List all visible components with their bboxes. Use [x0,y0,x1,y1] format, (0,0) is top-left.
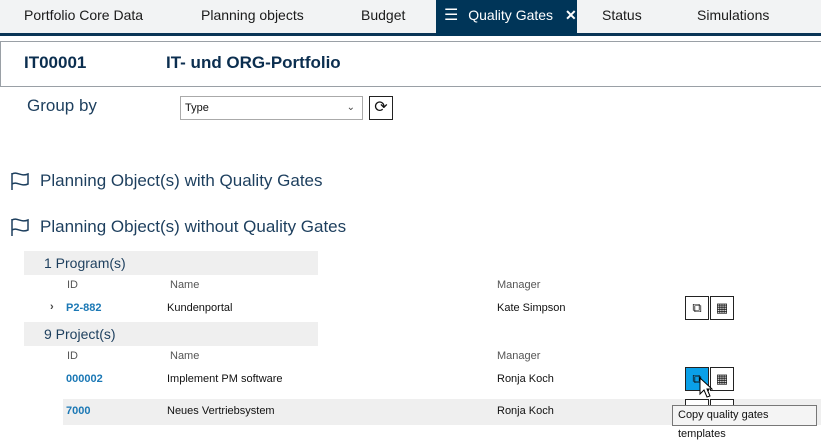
program-id-link[interactable]: P2-882 [66,302,102,314]
tab-simulations[interactable]: Simulations [697,7,770,23]
project-name: Neues Vertriebsystem [167,405,275,417]
col-name: Name [170,350,200,362]
project-id-link[interactable]: 000002 [66,373,103,385]
calendar-icon: ▦ [715,371,729,386]
portfolio-header: IT00001 IT- und ORG-Portfolio [0,41,821,87]
portfolio-title: IT- und ORG-Portfolio [166,53,341,72]
group-by-label: Group by [27,96,97,115]
project-manager: Ronja Koch [497,373,554,385]
tab-portfolio-core-data[interactable]: Portfolio Core Data [24,7,144,23]
col-name: Name [170,279,200,291]
tab-status[interactable]: Status [602,7,642,23]
flag-icon [11,218,29,236]
col-manager: Manager [497,350,541,362]
menu-icon[interactable]: ☰ [444,7,459,24]
tab-label: Quality Gates [468,7,554,23]
flag-icon [11,172,29,190]
close-icon[interactable]: ✕ [564,7,577,23]
section-title: Planning Object(s) with Quality Gates [40,171,323,190]
chevron-down-icon: ⌄ [346,102,355,113]
portfolio-id: IT00001 [24,53,87,72]
calendar-icon: ▦ [715,300,729,315]
project-id-link[interactable]: 7000 [66,405,91,417]
section-with-quality-gates[interactable]: Planning Object(s) with Quality Gates [10,171,323,191]
refresh-icon: ⟳ [374,99,388,116]
select-value: Type [185,102,209,114]
calendar-button[interactable]: ▦ [710,367,734,391]
col-manager: Manager [497,279,541,291]
group-projects[interactable]: 9 Project(s) [24,322,318,346]
copy-icon: ⧉ [692,300,702,315]
program-name: Kundenportal [167,302,233,314]
cursor-icon [699,377,713,398]
tooltip: Copy quality gates templates [672,405,817,440]
program-manager: Kate Simpson [497,302,566,314]
tab-planning-objects[interactable]: Planning objects [201,7,304,23]
expand-chevron-icon[interactable]: › [50,301,54,313]
tab-budget[interactable]: Budget [361,7,406,23]
project-name: Implement PM software [167,373,283,385]
tab-bar: Portfolio Core Data Planning objects Bud… [0,0,821,36]
group-by-select[interactable]: Type ⌄ [180,96,363,120]
group-programs[interactable]: 1 Program(s) [24,251,318,275]
copy-icon: ⧉ [692,371,702,386]
tab-quality-gates[interactable]: ☰ Quality Gates ✕ [436,0,577,36]
project-manager: Ronja Koch [497,405,554,417]
calendar-button[interactable]: ▦ [710,296,734,320]
section-without-quality-gates[interactable]: Planning Object(s) without Quality Gates [10,217,346,237]
col-id: ID [67,350,78,362]
section-title: Planning Object(s) without Quality Gates [40,217,347,236]
col-id: ID [67,279,78,291]
copy-templates-button[interactable]: ⧉ [685,296,709,320]
refresh-button[interactable]: ⟳ [369,96,393,120]
copy-templates-button[interactable]: ⧉ [685,367,709,391]
